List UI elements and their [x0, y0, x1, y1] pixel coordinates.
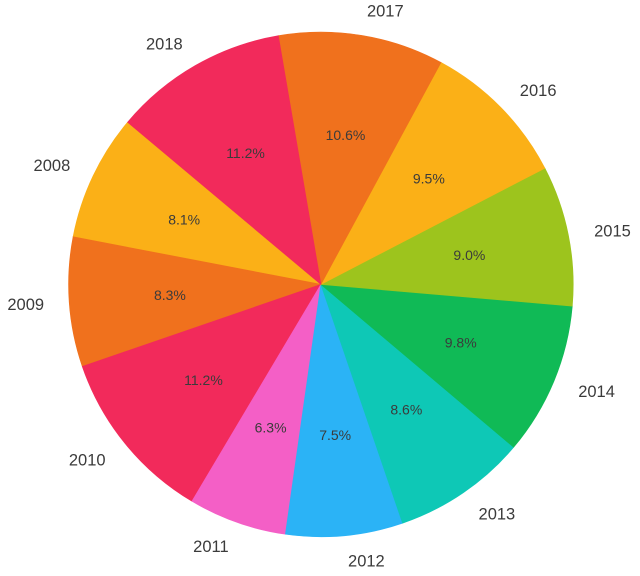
svg-text:2010: 2010 — [69, 452, 106, 470]
svg-text:2011: 2011 — [193, 538, 228, 556]
svg-text:6.3%: 6.3% — [255, 419, 287, 435]
svg-text:7.5%: 7.5% — [319, 427, 351, 443]
svg-text:2008: 2008 — [34, 157, 71, 175]
svg-text:10.6%: 10.6% — [326, 127, 366, 143]
svg-text:2015: 2015 — [594, 222, 631, 240]
svg-text:2017: 2017 — [367, 3, 404, 21]
svg-text:2013: 2013 — [479, 506, 516, 524]
svg-text:2012: 2012 — [348, 553, 385, 571]
svg-text:9.5%: 9.5% — [413, 170, 445, 186]
svg-text:11.2%: 11.2% — [184, 372, 223, 388]
svg-text:2014: 2014 — [578, 383, 615, 401]
svg-text:9.8%: 9.8% — [445, 335, 477, 351]
svg-text:8.6%: 8.6% — [390, 401, 422, 417]
svg-text:8.3%: 8.3% — [154, 287, 186, 303]
svg-text:2018: 2018 — [146, 36, 183, 54]
svg-text:9.0%: 9.0% — [453, 247, 485, 263]
svg-text:11.2%: 11.2% — [226, 145, 265, 161]
svg-text:2009: 2009 — [7, 296, 44, 314]
svg-text:2016: 2016 — [520, 82, 557, 100]
svg-text:8.1%: 8.1% — [168, 211, 200, 227]
